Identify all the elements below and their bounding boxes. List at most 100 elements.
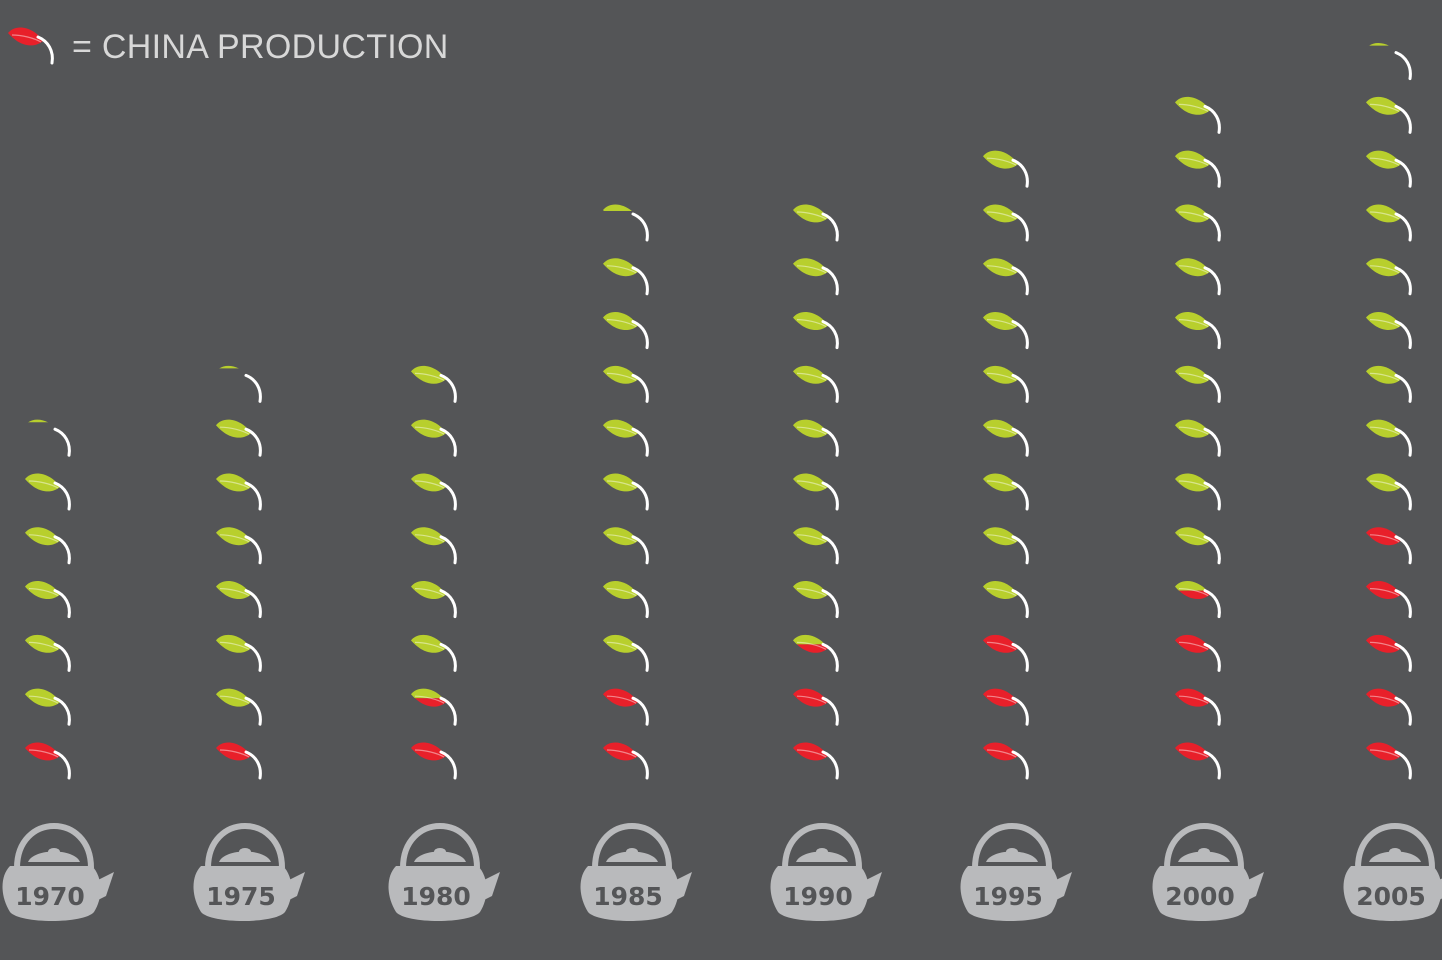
legend: = CHINA PRODUCTION — [8, 27, 449, 66]
leaf-mark — [603, 581, 649, 619]
leaf-column-2000 — [1175, 96, 1221, 780]
leaf-mark — [1175, 96, 1221, 134]
leaf-mark — [1366, 365, 1412, 403]
teapot-icon: 2005 — [1343, 823, 1442, 921]
leaf-mark — [1366, 96, 1412, 134]
leaf-mark — [1366, 688, 1412, 726]
leaf-column-1985 — [603, 204, 649, 780]
year-label: 2000 — [1165, 882, 1235, 911]
teapot-icon: 1980 — [388, 823, 500, 921]
leaf-mark — [603, 312, 649, 350]
leaf-mark — [1175, 634, 1221, 672]
leaf-mark — [983, 365, 1029, 403]
leaf-mark — [983, 150, 1029, 188]
leaf-mark — [216, 581, 262, 619]
leaf-icon — [8, 27, 54, 65]
leaf-mark — [1175, 204, 1221, 242]
leaf-mark — [1175, 312, 1221, 350]
leaf-mark — [793, 527, 839, 565]
leaf-mark — [983, 473, 1029, 511]
leaf-mark — [411, 419, 457, 457]
leaf-mark — [1366, 742, 1412, 780]
leaf-column-2005 — [1366, 43, 1412, 780]
leaf-mark — [1175, 365, 1221, 403]
leaf-mark — [216, 688, 262, 726]
teapot-icon: 1970 — [2, 823, 114, 921]
year-label: 2005 — [1356, 882, 1426, 911]
year-label: 1995 — [973, 882, 1043, 911]
leaf-mark — [216, 527, 262, 565]
year-label: 1975 — [206, 882, 276, 911]
leaf-mark — [603, 365, 649, 403]
leaf-mark — [1366, 258, 1412, 296]
leaf-mark — [1366, 581, 1412, 619]
teapot-icon: 1985 — [580, 823, 692, 921]
leaf-mark — [411, 742, 457, 780]
leaf-mark — [1175, 419, 1221, 457]
leaf-mark — [1366, 204, 1412, 242]
leaf-mark — [983, 742, 1029, 780]
leaf-mark — [793, 634, 839, 672]
teapot-icon: 2000 — [1152, 823, 1264, 921]
leaf-column-1980 — [411, 365, 457, 780]
teapots: 1970 1975 1980 1985 1990 1995 2000 2005 — [2, 823, 1442, 921]
leaf-mark — [793, 473, 839, 511]
year-label: 1990 — [783, 882, 853, 911]
leaf-mark — [603, 688, 649, 726]
leaf-mark — [793, 365, 839, 403]
leaf-mark — [603, 419, 649, 457]
leaf-mark — [1366, 634, 1412, 672]
leaf-mark — [411, 688, 457, 726]
leaf-mark — [603, 742, 649, 780]
teapot-icon: 1975 — [193, 823, 305, 921]
teapot-icon: 1995 — [960, 823, 1072, 921]
leaf-mark — [219, 365, 262, 403]
leaf-mark — [25, 527, 71, 565]
leaf-mark — [25, 634, 71, 672]
leaf-mark — [793, 204, 839, 242]
leaf-mark — [1366, 419, 1412, 457]
leaf-mark — [983, 312, 1029, 350]
leaf-mark — [25, 581, 71, 619]
leaf-column-1970 — [25, 419, 71, 780]
leaf-column-1995 — [983, 150, 1029, 780]
leaf-mark — [793, 688, 839, 726]
leaf-mark — [216, 634, 262, 672]
leaf-mark — [1175, 258, 1221, 296]
leaf-mark — [983, 419, 1029, 457]
leaf-column-1990 — [793, 204, 839, 780]
leaf-mark — [793, 419, 839, 457]
leaf-mark — [603, 258, 649, 296]
leaf-mark — [793, 581, 839, 619]
leaf-mark — [28, 419, 71, 457]
leaf-mark — [411, 581, 457, 619]
leaf-mark — [25, 473, 71, 511]
leaf-mark — [411, 365, 457, 403]
leaf-mark — [983, 204, 1029, 242]
leaf-mark — [983, 634, 1029, 672]
leaf-mark — [216, 419, 262, 457]
legend-label: = CHINA PRODUCTION — [72, 28, 449, 66]
leaf-mark — [1175, 742, 1221, 780]
leaf-mark — [411, 473, 457, 511]
leaf-mark — [411, 634, 457, 672]
leaf-mark — [1175, 688, 1221, 726]
leaf-mark — [793, 258, 839, 296]
leaf-columns — [25, 43, 1412, 780]
leaf-mark — [603, 634, 649, 672]
leaf-icon — [8, 27, 54, 65]
leaf-mark — [1366, 312, 1412, 350]
leaf-mark — [25, 742, 71, 780]
leaf-mark — [1369, 43, 1412, 81]
leaf-mark — [1366, 150, 1412, 188]
leaf-mark — [216, 742, 262, 780]
leaf-column-1975 — [216, 365, 262, 780]
leaf-mark — [793, 742, 839, 780]
leaf-mark — [1175, 473, 1221, 511]
year-label: 1985 — [593, 882, 663, 911]
leaf-mark — [1175, 581, 1221, 619]
year-label: 1970 — [15, 882, 85, 911]
leaf-mark — [983, 258, 1029, 296]
leaf-mark — [1366, 473, 1412, 511]
